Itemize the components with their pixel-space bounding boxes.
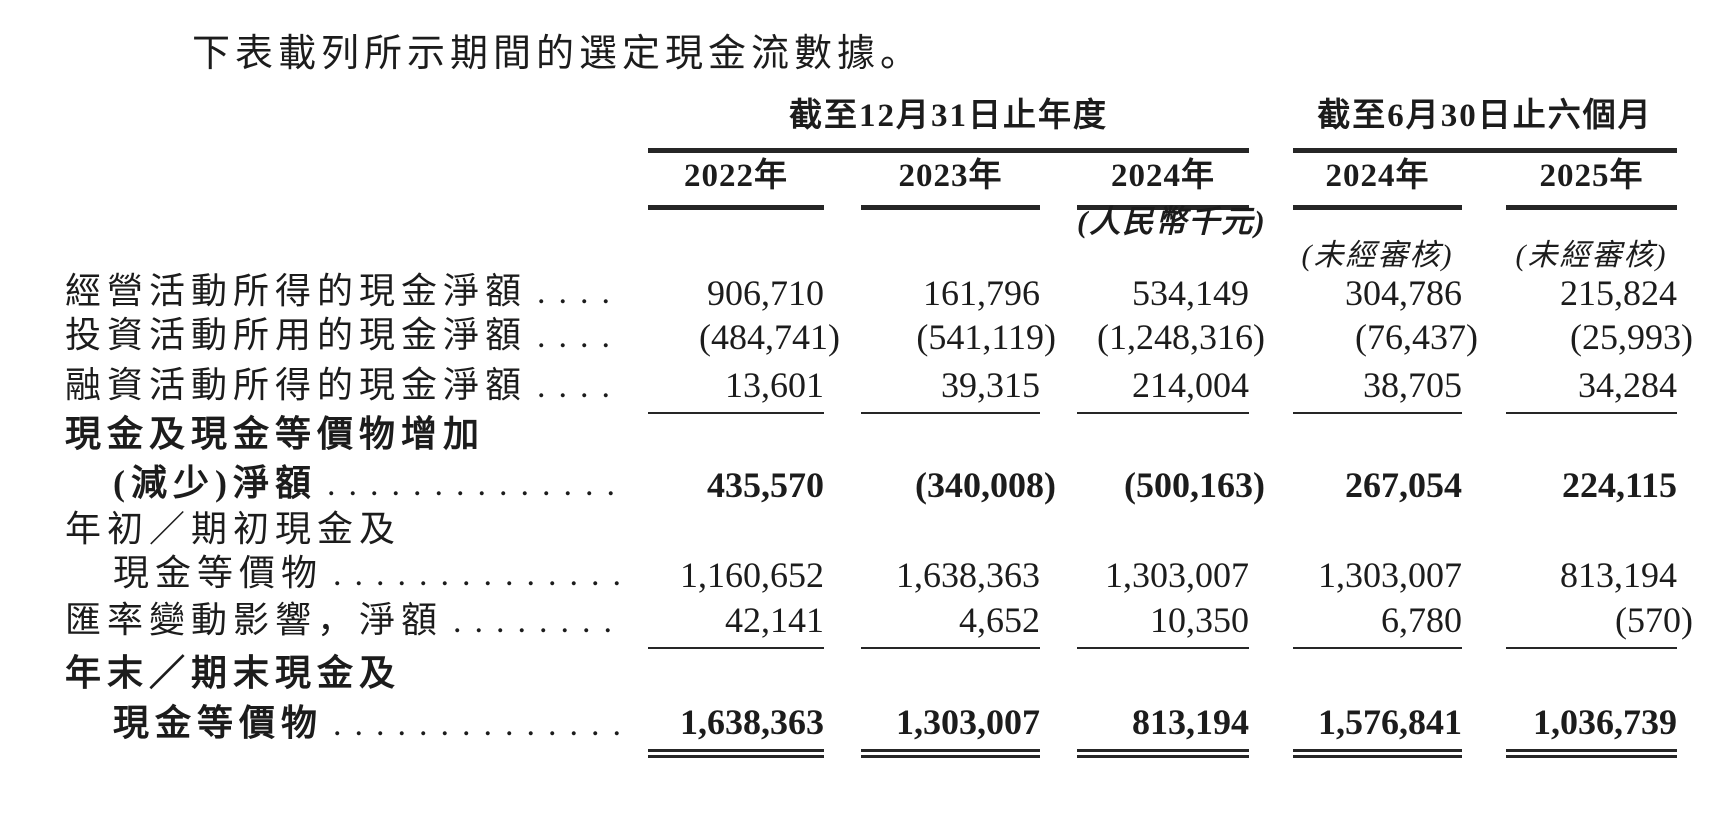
negative-value: (570) [1615, 600, 1693, 640]
row-value: 813,194 [1560, 555, 1677, 595]
column-header-4: 2024年 [1249, 153, 1462, 210]
row-value: 4,652 [824, 600, 1040, 649]
column-group-six-months: 截至6月30日止六個月 [1249, 95, 1677, 153]
column-header-5: 2025年 [1462, 153, 1677, 210]
row-label: 經營活動所得的現金淨額.... [65, 271, 624, 311]
column-header-3: 2024年 [1040, 153, 1249, 210]
row-value: 10,350 [1040, 600, 1249, 649]
negative-value: (541,119) [916, 317, 1056, 357]
negative-value: (340,008) [915, 465, 1056, 505]
row-value: (500,163) [1040, 463, 1265, 512]
dot-leader: ........ [453, 603, 626, 640]
column-header-1: 2022年 [648, 153, 824, 210]
row-value: 1,576,841 [1249, 702, 1462, 758]
unaudited-note: (未經審核) [1301, 239, 1454, 272]
dot-leader: .............. [333, 556, 635, 593]
row-value: 6,780 [1249, 600, 1462, 649]
intro-text: 下表載列所示期間的選定現金流數據。 [192, 33, 924, 75]
row-value: 215,824 [1560, 273, 1677, 313]
negative-value: (1,248,316) [1097, 317, 1265, 357]
negative-value: (484,741) [699, 317, 840, 357]
unaudited-note: (未經審核) [1515, 239, 1668, 272]
row-value: 224,115 [1561, 465, 1677, 505]
row-value: 813,194 [1040, 702, 1249, 758]
row-label: 投資活動所用的現金淨額.... [65, 315, 624, 355]
row-value: 1,638,363 [896, 555, 1040, 595]
row-value: 1,303,007 [1105, 555, 1249, 595]
column-header-2: 2023年 [824, 153, 1040, 210]
dot-leader: .... [537, 368, 624, 405]
cash-flow-table: 截至12月31日止年度 截至6月30日止六個月 2022年 2023年 2024年 202… [65, 95, 1693, 758]
row-label: 年初／期初現金及 [65, 509, 402, 549]
dot-leader: .... [537, 274, 624, 311]
negative-value: (25,993) [1570, 317, 1693, 357]
row-value: 435,570 [707, 465, 824, 505]
row-value: 34,284 [1462, 364, 1677, 414]
row-value: 304,786 [1345, 273, 1462, 313]
row-label: 現金及現金等價物增加 [65, 414, 486, 454]
unit-note: (人民幣千元) [1077, 204, 1267, 239]
negative-value: (76,437) [1355, 317, 1478, 357]
column-group-year-ended: 截至12月31日止年度 [648, 95, 1249, 153]
row-value: (541,119) [824, 317, 1056, 364]
dot-leader: .............. [333, 706, 635, 743]
row-label-continued: 現金等價物.............. [113, 553, 635, 593]
row-value: 161,796 [923, 273, 1040, 313]
row-value: 1,638,363 [648, 702, 824, 758]
row-label: 年末／期末現金及 [65, 653, 402, 693]
row-value: (25,993) [1462, 317, 1693, 364]
row-label: 融資活動所得的現金淨額.... [65, 365, 624, 405]
row-value: (570) [1462, 600, 1693, 649]
row-label-continued: 現金等價物.............. [113, 703, 635, 743]
row-value: 1,036,739 [1462, 702, 1677, 758]
row-value: (1,248,316) [1040, 317, 1265, 364]
row-value: 13,601 [648, 364, 824, 414]
row-value: 534,149 [1132, 273, 1249, 313]
row-value: 1,303,007 [824, 702, 1040, 758]
row-label: 匯率變動影響，淨額........ [65, 600, 626, 640]
dot-leader: .... [537, 318, 624, 355]
row-value: (484,741) [648, 317, 840, 364]
row-label-continued: (減少)淨額.............. [113, 463, 628, 503]
row-value: 38,705 [1249, 364, 1462, 414]
negative-value: (500,163) [1124, 465, 1265, 505]
row-value: 39,315 [824, 364, 1040, 414]
row-value: (340,008) [824, 463, 1056, 512]
row-value: 1,303,007 [1318, 555, 1462, 595]
dot-leader: .............. [326, 466, 628, 503]
row-value: 214,004 [1040, 364, 1249, 414]
row-value: 906,710 [707, 273, 824, 313]
row-value: 1,160,652 [680, 555, 824, 595]
row-value: (76,437) [1249, 317, 1478, 364]
row-value: 267,054 [1345, 465, 1462, 505]
row-value: 42,141 [648, 600, 824, 649]
